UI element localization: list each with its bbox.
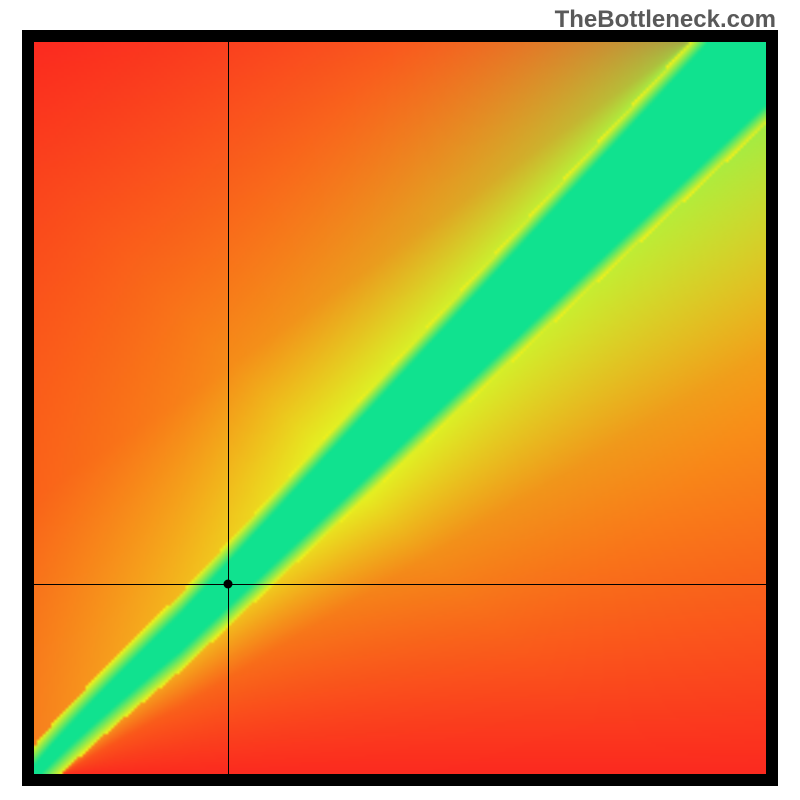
watermark-text: TheBottleneck.com [555,6,776,34]
heatmap-canvas [34,42,766,774]
chart-outer-frame [22,30,778,786]
crosshair-marker-dot [223,579,232,588]
crosshair-vertical-line [228,42,229,774]
heatmap-plot-area [34,42,766,774]
crosshair-horizontal-line [34,584,766,585]
